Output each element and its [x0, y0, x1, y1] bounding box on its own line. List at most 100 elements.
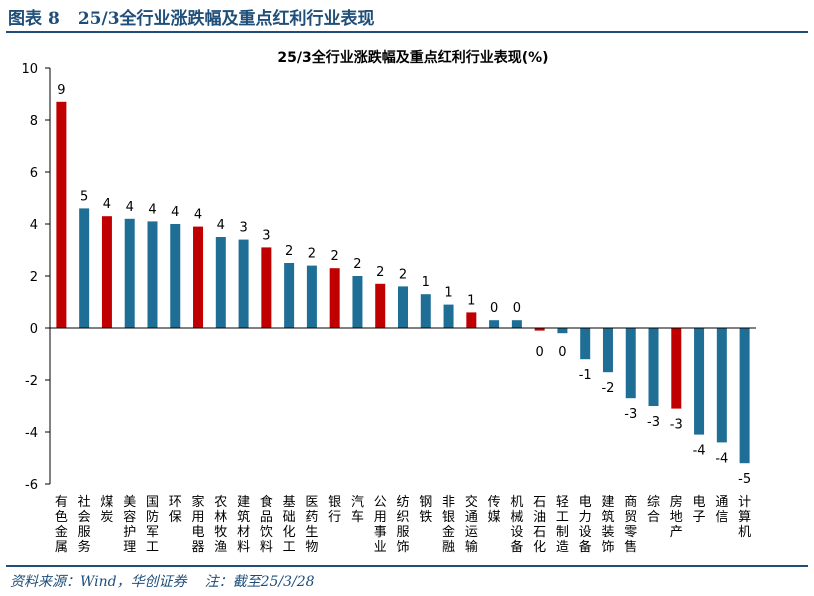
x-tick-label: 石油石化 — [533, 495, 546, 555]
bar — [466, 312, 477, 328]
figure-title-text: 25/3全行业涨跌幅及重点红利行业表现 — [77, 9, 375, 29]
y-tick-label: -6 — [25, 478, 38, 493]
x-tick-label: 通信 — [715, 495, 728, 525]
bar — [489, 320, 500, 328]
x-tick-label: 有色金属 — [55, 495, 68, 555]
x-tick-label: 计算机 — [738, 495, 751, 540]
data-label: -3 — [624, 407, 637, 422]
bar — [79, 208, 90, 328]
data-label: 4 — [103, 197, 111, 212]
data-label: 4 — [171, 205, 179, 220]
y-axis: 10 8 6 4 2 0 -2 -4 -6 — [21, 62, 51, 493]
data-label: 2 — [399, 267, 407, 282]
data-label: 5 — [80, 189, 88, 204]
x-tick-label: 医药生物 — [305, 495, 318, 555]
bar — [420, 294, 431, 328]
x-tick-label: 商贸零售 — [624, 495, 637, 555]
y-tick-label: 6 — [30, 166, 38, 181]
data-label: -4 — [715, 451, 728, 466]
bar — [716, 328, 727, 443]
bar — [648, 328, 659, 406]
x-tick-label: 农林牧渔 — [214, 495, 227, 555]
bar — [671, 328, 682, 409]
bar — [375, 283, 386, 328]
y-tick-label: 10 — [21, 62, 38, 77]
data-label: -5 — [738, 472, 751, 487]
bar — [739, 328, 750, 464]
x-tick-label: 公用事业 — [374, 495, 387, 555]
bar — [170, 224, 181, 328]
bar — [511, 320, 522, 328]
x-tick-label: 电力设备 — [579, 495, 592, 555]
x-tick-label: 煤炭 — [100, 495, 113, 525]
x-tick-label: 食品饮料 — [260, 494, 273, 555]
data-label: 2 — [308, 247, 316, 262]
bar — [329, 268, 340, 328]
data-label: 1 — [444, 286, 452, 301]
x-tick-label: 综合 — [647, 495, 660, 525]
bar — [124, 218, 135, 328]
x-tick-label: 电子 — [693, 495, 706, 525]
data-label: 0 — [490, 301, 498, 316]
data-label: -2 — [601, 381, 614, 396]
data-label: 1 — [467, 293, 475, 308]
y-tick-label: 4 — [30, 218, 38, 233]
bar — [443, 304, 454, 328]
x-tick-label: 基础化工 — [283, 495, 296, 555]
bottom-rule — [6, 565, 808, 567]
x-tick-label: 纺织服饰 — [396, 495, 409, 555]
data-label: 4 — [194, 208, 202, 223]
x-tick-label: 环保 — [169, 495, 182, 525]
data-label: 2 — [285, 244, 293, 259]
x-tick-label: 美容护理 — [123, 495, 136, 555]
data-label: 0 — [558, 345, 566, 360]
data-label: 2 — [376, 265, 384, 280]
y-tick-label: 0 — [30, 322, 38, 337]
bar — [352, 276, 363, 328]
bar — [625, 328, 636, 399]
x-tick-label: 传媒 — [488, 495, 501, 525]
data-label: -3 — [647, 415, 660, 430]
data-label: 0 — [536, 345, 544, 360]
data-label: 4 — [148, 202, 156, 217]
bar — [101, 216, 112, 328]
bar — [694, 328, 705, 435]
x-axis: 有色金属社会服务煤炭美容护理国防军工环保家用电器农林牧渔建筑材料食品饮料基础化工… — [50, 327, 756, 555]
x-tick-label: 机械设备 — [510, 495, 523, 555]
figure-number: 8 — [48, 9, 60, 29]
figure-label: 图表 — [8, 9, 42, 29]
bar — [147, 221, 158, 328]
x-tick-label: 家用电器 — [192, 494, 205, 555]
bar — [215, 237, 226, 328]
figure-title: 图表 8 25/3全行业涨跌幅及重点红利行业表现 — [8, 4, 375, 29]
data-label: 3 — [262, 228, 270, 243]
data-label: 2 — [353, 257, 361, 272]
bar — [580, 328, 591, 360]
bar — [238, 239, 249, 328]
bar — [284, 263, 295, 328]
y-tick-label: 2 — [30, 270, 38, 285]
source-note: 资料来源：Wind，华创证券 注：截至25/3/28 — [10, 571, 315, 591]
x-tick-label: 房地产 — [670, 494, 683, 540]
bar — [534, 328, 545, 331]
bar — [56, 101, 67, 328]
data-label: -4 — [693, 444, 706, 459]
bar — [602, 328, 613, 373]
data-label: 4 — [126, 200, 134, 215]
bar — [398, 286, 408, 328]
bar — [261, 247, 272, 328]
x-tick-label: 建筑装饰 — [601, 495, 614, 555]
x-tick-label: 银行 — [328, 495, 341, 525]
data-label: -1 — [579, 368, 592, 383]
x-tick-label: 交通运输 — [465, 494, 478, 555]
x-tick-label: 国防军工 — [146, 495, 159, 555]
x-tick-label: 建筑材料 — [237, 495, 250, 555]
data-label: 2 — [331, 249, 339, 264]
data-label: 9 — [57, 83, 65, 98]
x-tick-label: 社会服务 — [78, 494, 91, 555]
date-note: 注：截至25/3/28 — [204, 574, 315, 590]
data-label: 3 — [239, 221, 247, 236]
top-rule — [6, 31, 808, 33]
